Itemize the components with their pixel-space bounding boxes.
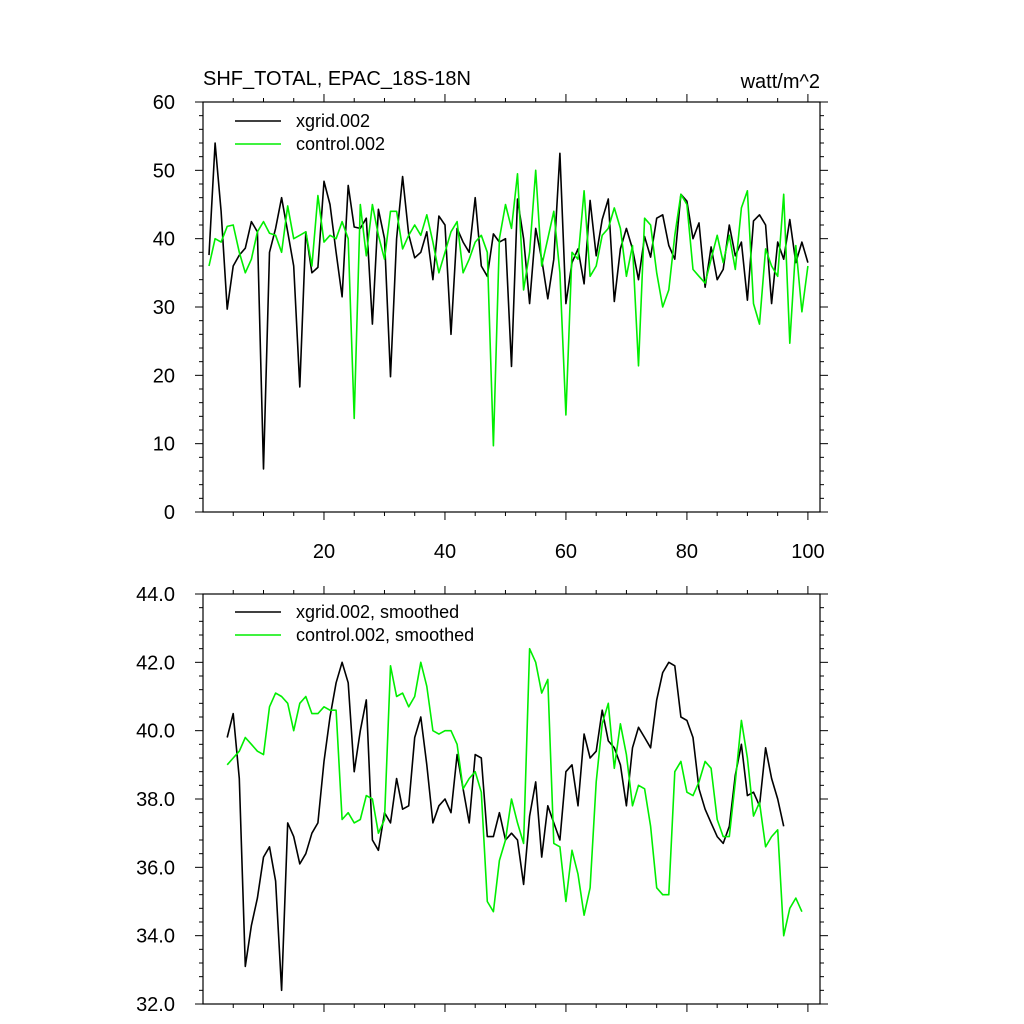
y-tick-label: 38.0 (136, 789, 175, 811)
y-tick-label: 44.0 (136, 584, 175, 606)
y-tick-label: 0 (164, 502, 175, 524)
bottom-panel: 32.0 34.0 36.0 38.0 40.0 42.0 44.0 xgrid.002, … (136, 584, 828, 1016)
y-tick-label: 42.0 (136, 652, 175, 674)
x-tick-label: 20 (313, 541, 335, 563)
y-tick-label: 30 (153, 297, 175, 319)
bottom-legend: xgrid.002, smoothed control.002, smoothe… (235, 602, 474, 645)
x-tick-label: 40 (434, 541, 456, 563)
legend-label-xgrid: xgrid.002 (296, 111, 370, 131)
y-tick-label: 34.0 (136, 926, 175, 948)
bottom-plot-area: 32.0 34.0 36.0 38.0 40.0 42.0 44.0 (136, 584, 828, 1016)
y-tick-label: 36.0 (136, 857, 175, 879)
y-tick-label: 20 (153, 365, 175, 387)
top-units: watt/m^2 (740, 71, 820, 93)
series-line-control-002 (208, 169, 809, 447)
y-tick-label: 10 (153, 434, 175, 456)
x-tick-label: 60 (555, 541, 577, 563)
y-tick-label: 32.0 (136, 994, 175, 1016)
y-tick-label: 40.0 (136, 721, 175, 743)
y-tick-label: 40 (153, 229, 175, 251)
legend-label-control: control.002 (296, 134, 385, 154)
bottom-frame (202, 593, 821, 1005)
legend-label-control-smoothed: control.002, smoothed (296, 625, 474, 645)
top-title: SHF_TOTAL, EPAC_18S-18N (203, 68, 471, 90)
top-legend: xgrid.002 control.002 (235, 111, 385, 154)
x-tick-label: 80 (676, 541, 698, 563)
top-panel: SHF_TOTAL, EPAC_18S-18N watt/m^2 0 10 20 30… (153, 68, 828, 563)
y-tick-label: 60 (153, 92, 175, 114)
top-frame (202, 101, 821, 513)
x-tick-label: 100 (791, 541, 824, 563)
y-tick-label: 50 (153, 160, 175, 182)
top-plot-area: 0 10 20 30 40 50 60 20 40 60 80 100 (153, 92, 828, 563)
series-line-xgrid-002 (208, 142, 809, 470)
legend-label-xgrid-smoothed: xgrid.002, smoothed (296, 602, 459, 622)
series-line-control-002-smoothed (226, 647, 803, 937)
